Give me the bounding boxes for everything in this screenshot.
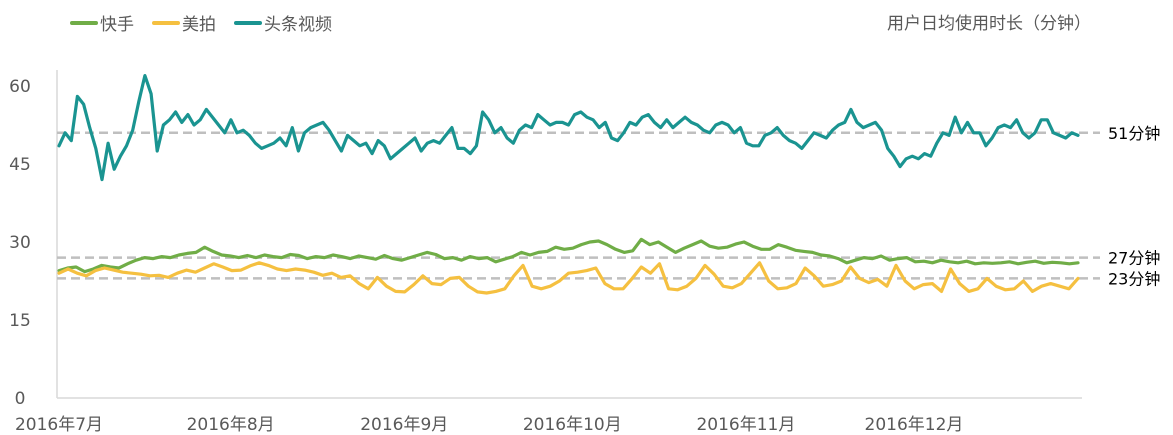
legend-swatch-meipai — [152, 20, 180, 25]
y-tick-label: 30 — [9, 233, 31, 253]
legend-label: 美拍 — [182, 15, 216, 35]
y-tick-label: 45 — [9, 155, 31, 175]
legend-label: 头条视频 — [264, 15, 332, 35]
reference-line-label: 23分钟 — [1108, 269, 1160, 288]
axes — [56, 70, 1082, 399]
reference-line-label: 51分钟 — [1108, 124, 1160, 143]
x-tick-label: 2016年11月 — [696, 415, 795, 435]
legend-item-toutiao-video: 头条视频 — [234, 10, 332, 35]
axis-labels: 0 15 30 45 60 2016年7月 2016年8月 2016年9月 2016年10月 20… — [9, 77, 963, 435]
y-tick-label: 0 — [15, 389, 26, 409]
legend-item-meipai: 美拍 — [152, 10, 216, 35]
legend-label: 快手 — [100, 15, 134, 35]
y-tick-label: 60 — [9, 77, 31, 97]
x-tick-label: 2016年10月 — [523, 415, 622, 435]
x-tick-label: 2016年9月 — [360, 415, 448, 435]
x-tick-label: 2016年8月 — [187, 415, 275, 435]
x-tick-label: 2016年12月 — [865, 415, 964, 435]
legend-swatch-kuaishou — [70, 20, 98, 25]
chart-title: 用户日均使用时长（分钟） — [887, 14, 1091, 34]
series-line — [57, 237, 1080, 274]
series-line — [57, 73, 1080, 182]
x-tick-label: 2016年7月 — [15, 415, 103, 435]
reference-line-label: 27分钟 — [1108, 249, 1160, 268]
legend-swatch-toutiao-video — [234, 20, 262, 25]
series-line — [57, 261, 1080, 295]
legend-item-kuaishou: 快手 — [70, 10, 134, 35]
y-tick-label: 15 — [9, 311, 31, 331]
series-lines — [57, 73, 1080, 295]
chart-legend: 快手 美拍 头条视频 — [70, 10, 332, 35]
